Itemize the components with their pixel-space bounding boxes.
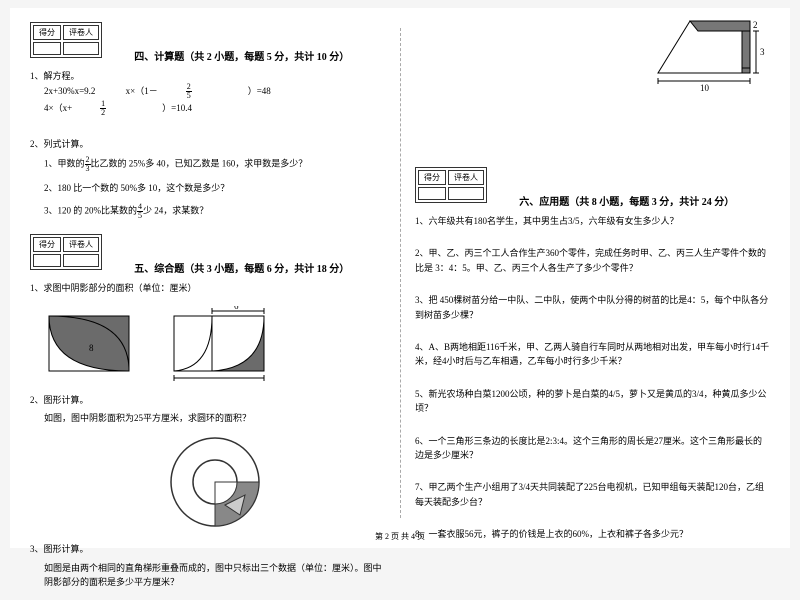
q6-7: 7、甲乙两个生产小组用了3/4天共同装配了225台电视机，已知甲组每天装配120… <box>415 480 770 509</box>
q4-2-2: 2、180 比一个数的 50%多 10，这个数是多少？ <box>44 181 385 195</box>
q4-1-stem: 1、解方程。 <box>30 69 385 83</box>
q4-2: 2、列式计算。 1、甲数的23比乙数的 25%多 40，已知乙数是 160，求甲… <box>30 137 385 220</box>
svg-text:2: 2 <box>753 20 758 30</box>
eq2: x×（1－25）=48 <box>126 83 299 100</box>
section-4-header: 得分评卷人 四、计算题（共 2 小题，每题 5 分，共计 10 分） <box>30 22 385 63</box>
q4-2-3: 3、120 的 20%比某数的45少 24，求某数？ <box>44 203 385 220</box>
q5-2-stem: 2、图形计算。 <box>30 393 385 407</box>
q5-2-desc: 如图，图中阴影面积为25平方厘米，求圆环的面积？ <box>44 411 385 425</box>
q6-3: 3、把 450棵树苗分给一中队、二中队，使两个中队分得的树苗的比是4：5，每个中… <box>415 293 770 322</box>
section-5-title: 五、综合题（共 3 小题，每题 6 分，共计 18 分） <box>134 260 349 275</box>
column-divider <box>400 28 401 518</box>
q5-3-stem: 3、图形计算。 <box>30 542 385 556</box>
q5-2: 2、图形计算。 如图，图中阴影面积为25平方厘米，求圆环的面积？ <box>30 393 385 426</box>
score-label: 得分 <box>33 25 61 40</box>
exam-page: 得分评卷人 四、计算题（共 2 小题，每题 5 分，共计 10 分） 1、解方程… <box>10 8 790 548</box>
left-column: 得分评卷人 四、计算题（共 2 小题，每题 5 分，共计 10 分） 1、解方程… <box>30 18 385 600</box>
svg-text:3: 3 <box>760 47 765 57</box>
q6-5: 5、新光农场种白菜1200公顷，种的萝卜是白菜的4/5，萝卜又是黄瓜的3/4，种… <box>415 387 770 416</box>
q6-4: 4、A、B两地相距116千米，甲、乙两人骑自行车同时从两地相对出发，甲车每小时行… <box>415 340 770 369</box>
q5-3: 3、图形计算。 如图是由两个相同的直角梯形重叠而成的，图中只标出三个数据（单位：… <box>30 542 385 589</box>
q4-1: 1、解方程。 2x+30%x=9.2 x×（1－25）=48 4×（x+12）=… <box>30 69 385 117</box>
score-box: 得分评卷人 <box>30 22 102 58</box>
q6-6: 6、一个三角形三条边的长度比是2:3:4。这个三角形的周长是27厘米。这个三角形… <box>415 434 770 463</box>
section-4-title: 四、计算题（共 2 小题，每题 5 分，共计 10 分） <box>134 48 349 63</box>
q5-1: 1、求图中阴影部分的面积（单位：厘米） <box>30 281 385 295</box>
figure-5-2 <box>44 435 385 532</box>
section-6-header: 得分评卷人 六、应用题（共 8 小题，每题 3 分，共计 24 分） <box>415 167 770 208</box>
score-box-5: 得分评卷人 <box>30 234 102 270</box>
svg-text:8: 8 <box>89 343 94 353</box>
figure-trapezoid: 10 3 2 <box>650 13 770 98</box>
q4-2-stem: 2、列式计算。 <box>30 137 385 151</box>
page-footer: 第 2 页 共 4 页 <box>10 531 790 542</box>
q5-3-desc: 如图是由两个相同的直角梯形重叠而成的，图中只标出三个数据（单位：厘米）。图中阴影… <box>44 561 385 590</box>
right-column: 10 3 2 得分评卷人 六、应用题（共 8 小题，每题 3 分，共计 24 分… <box>415 18 770 551</box>
score-box-6: 得分评卷人 <box>415 167 487 203</box>
figure-5-1: 8 6 10 <box>44 306 385 383</box>
svg-text:6: 6 <box>234 306 239 311</box>
eq1: 2x+30%x=9.2 <box>44 84 95 98</box>
svg-text:10: 10 <box>700 83 710 93</box>
eq3: 4×（x+12）=10.4 <box>44 100 220 117</box>
q6-2: 2、甲、乙、丙三个工人合作生产360个零件，完成任务时甲、乙、丙三人生产零件个数… <box>415 246 770 275</box>
equation-row: 2x+30%x=9.2 x×（1－25）=48 4×（x+12）=10.4 <box>44 83 385 117</box>
grader-label: 评卷人 <box>63 25 99 40</box>
q6-1: 1、六年级共有180名学生，其中男生占3/5，六年级有女生多少人？ <box>415 214 770 228</box>
section-6-title: 六、应用题（共 8 小题，每题 3 分，共计 24 分） <box>519 193 734 208</box>
svg-text:10: 10 <box>214 380 224 381</box>
q4-2-1: 1、甲数的23比乙数的 25%多 40，已知乙数是 160，求甲数是多少？ <box>44 156 385 173</box>
section-5-header: 得分评卷人 五、综合题（共 3 小题，每题 6 分，共计 18 分） <box>30 234 385 275</box>
